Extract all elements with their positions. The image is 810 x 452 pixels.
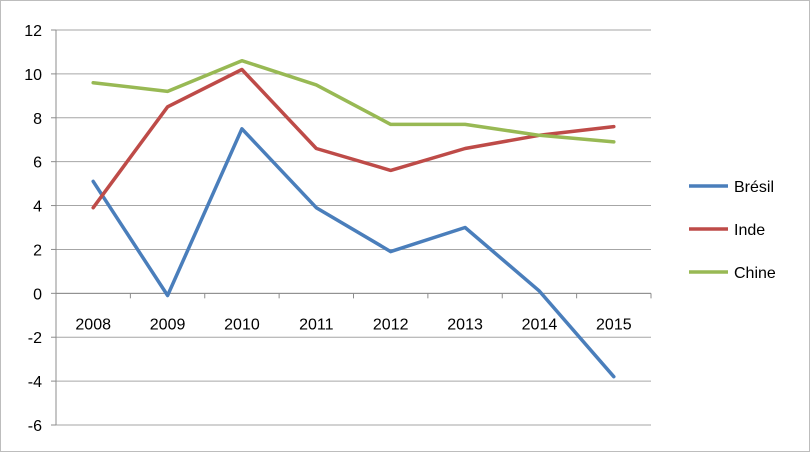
legend-label: Inde [734,222,765,239]
series-line-1 [91,67,616,210]
legend-label: Brésil [734,179,774,196]
x-category-label: 2010 [224,316,260,333]
legend: Brésil Inde Chine [689,179,776,282]
x-category-label: 2013 [447,316,483,333]
x-category-label: 2008 [75,316,111,333]
y-tick-label: 4 [33,199,42,216]
x-category-label: 2015 [596,316,632,333]
axes [51,29,652,426]
x-category-label: 2011 [299,316,334,333]
y-tick-label: 10 [24,67,42,84]
x-category-label: 2012 [373,316,409,333]
axis-labels: 12 10 8 6 4 2 0 -2 -4 -6 2008 2009 2010 2011 2012 2013 2… [24,23,632,435]
y-tick-label: -4 [28,374,42,391]
y-tick-label: -6 [28,418,42,435]
y-tick-label: 8 [33,111,42,128]
legend-label: Chine [734,265,776,282]
series-lines [91,58,616,379]
y-tick-label: 0 [33,286,42,303]
series-line-0 [91,127,616,379]
x-category-label: 2009 [150,316,186,333]
y-tick-label: 6 [33,155,42,172]
y-tick-label: 12 [24,23,42,40]
y-tick-label: 2 [33,242,42,259]
x-category-label: 2014 [522,316,558,333]
y-tick-label: -2 [28,330,42,347]
series-line-2 [91,58,616,144]
